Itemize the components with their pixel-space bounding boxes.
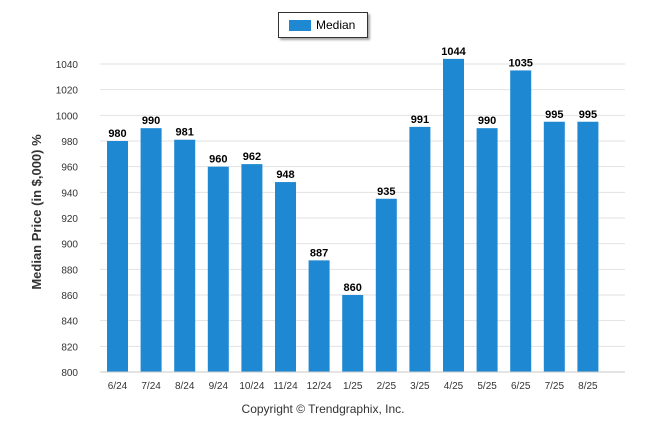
x-tick-label: 7/25 <box>545 381 565 392</box>
data-label: 960 <box>209 154 227 166</box>
data-label: 990 <box>142 115 160 127</box>
y-tick-label: 920 <box>61 214 78 225</box>
data-label: 980 <box>108 128 126 140</box>
x-tick-label: 10/24 <box>239 381 264 392</box>
bar-4-25 <box>443 58 464 372</box>
x-tick-label: 8/24 <box>175 381 195 392</box>
data-label: 981 <box>176 127 194 139</box>
y-axis-ticks: 800 820 840 860 880 900 920 940 960 980 1000 1020 10… <box>56 60 79 379</box>
y-tick-label: 900 <box>61 240 78 251</box>
x-tick-label: 8/25 <box>578 381 598 392</box>
bar-7-24 <box>140 128 162 372</box>
x-tick-label: 9/24 <box>209 381 229 392</box>
x-tick-label: 11/24 <box>273 381 298 392</box>
x-tick-label: 6/25 <box>511 381 531 392</box>
y-tick-label: 940 <box>61 188 78 199</box>
y-axis-label: Median Price (in $,000) % <box>29 134 44 290</box>
bar-10-24 <box>241 164 263 372</box>
x-tick-label: 5/25 <box>477 381 497 392</box>
bar-6-24 <box>107 141 128 372</box>
legend: Median <box>278 12 368 38</box>
y-tick-label: 880 <box>61 265 78 276</box>
data-label: 935 <box>377 186 395 198</box>
bar-5-25 <box>476 128 498 372</box>
data-label: 991 <box>411 114 429 126</box>
bar-6-25 <box>510 70 532 373</box>
data-label: 995 <box>579 109 597 121</box>
data-label: 962 <box>243 151 261 163</box>
bar-2-25 <box>375 198 397 372</box>
x-tick-label: 7/24 <box>141 381 161 392</box>
bar-12-24 <box>308 260 330 372</box>
copyright-text: Copyright © Trendgraphix, Inc. <box>241 402 405 416</box>
data-label: 1044 <box>441 46 466 58</box>
bar-1-25 <box>342 295 364 372</box>
y-tick-label: 1020 <box>56 86 79 97</box>
bar-11-24 <box>275 182 296 372</box>
data-label: 990 <box>478 115 496 127</box>
x-tick-label: 2/25 <box>377 381 397 392</box>
y-tick-label: 860 <box>61 291 78 302</box>
bar-3-25 <box>409 126 431 372</box>
x-tick-label: 6/24 <box>108 381 128 392</box>
x-axis-ticks: 6/24 7/24 8/24 9/24 10/24 11/24 12/24 1/25 2/25 3… <box>108 381 598 392</box>
y-tick-label: 800 <box>61 368 78 379</box>
x-tick-label: 1/25 <box>343 381 363 392</box>
y-tick-label: 1040 <box>56 60 79 71</box>
y-tick-label: 1000 <box>56 111 79 122</box>
data-label: 887 <box>310 247 328 259</box>
bar-7-25 <box>543 121 565 372</box>
bar-9-24 <box>207 166 229 372</box>
y-tick-label: 840 <box>61 317 78 328</box>
x-tick-label: 4/25 <box>444 381 464 392</box>
data-label: 948 <box>276 169 294 181</box>
data-label: 995 <box>545 109 563 121</box>
data-label: 1035 <box>508 57 532 69</box>
bar-8-24 <box>174 139 196 372</box>
y-tick-label: 820 <box>61 342 78 353</box>
y-tick-label: 980 <box>61 137 78 148</box>
bars <box>107 58 599 373</box>
data-label: 860 <box>344 282 362 294</box>
y-tick-label: 960 <box>61 163 78 174</box>
x-tick-label: 3/25 <box>410 381 430 392</box>
data-labels: 980 990 981 960 962 948 887 860 935 991 1044 990 103… <box>108 46 597 294</box>
legend-swatch <box>289 20 311 31</box>
bar-8-25 <box>577 121 599 372</box>
legend-label-median: Median <box>316 18 356 32</box>
x-tick-label: 12/24 <box>307 381 332 392</box>
